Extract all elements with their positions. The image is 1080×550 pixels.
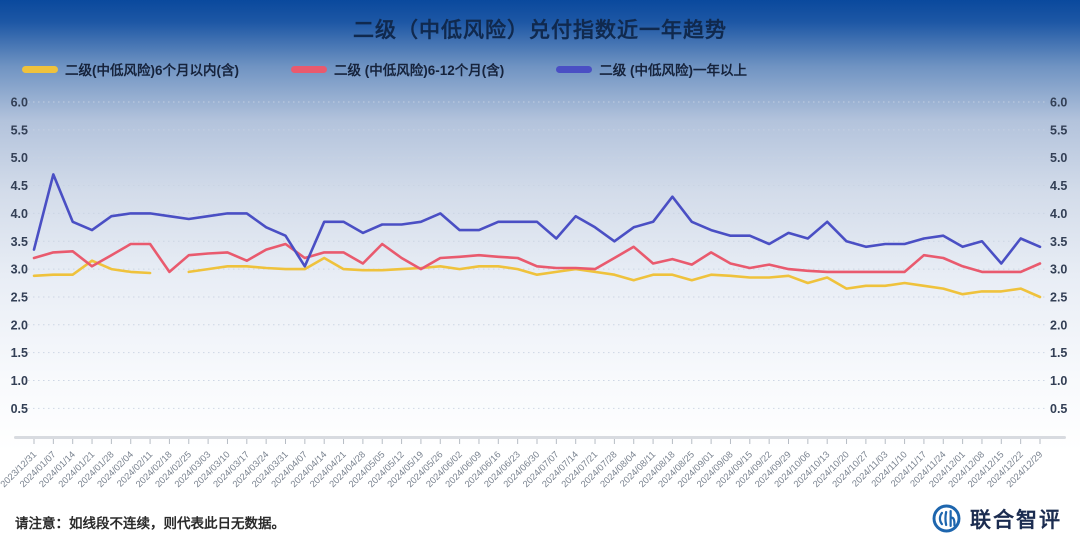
legend-swatch-1y (556, 65, 593, 73)
y-axis-tick-left: 0.5 (11, 402, 28, 416)
y-axis-tick-right: 2.0 (1050, 318, 1067, 332)
series-line (32, 242, 1042, 274)
page-title: 二级（中低风险）兑付指数近一年趋势 (353, 19, 727, 42)
series-line (32, 173, 1042, 268)
y-axis-tick-left: 2.5 (11, 290, 28, 304)
y-axis-tick-left: 1.5 (11, 346, 28, 360)
legend-item-1y[interactable]: 二级 (中低风险)一年以上 (556, 59, 747, 79)
legend-item-6m[interactable]: 二级(中低风险)6个月以内(含) (22, 59, 239, 79)
legend-swatch-6m (22, 65, 58, 73)
brand-name: 联合智评 (970, 508, 1062, 532)
x-axis-line (14, 436, 1066, 439)
y-axis-tick-left: 2.0 (11, 318, 28, 332)
y-axis-tick-right: 3.5 (1050, 235, 1067, 249)
series-line (32, 256, 1042, 299)
y-axis-tick-right: 2.5 (1050, 290, 1067, 304)
y-axis-tick-right: 6.0 (1050, 96, 1067, 110)
legend: 二级(中低风险)6个月以内(含) 二级 (中低风险)6-12个月(含) 二级 (… (22, 59, 747, 79)
y-axis-tick-left: 3.0 (11, 263, 28, 277)
y-axis-tick-right: 1.0 (1050, 374, 1067, 388)
y-axis-tick-right: 1.5 (1050, 346, 1067, 360)
y-axis-tick-right: 5.5 (1050, 123, 1067, 137)
y-axis-tick-left: 1.0 (11, 374, 28, 388)
legend-label-1y: 二级 (中低风险)一年以上 (599, 63, 748, 78)
brand-logo: 联合智评 (931, 503, 1062, 534)
y-axis-tick-left: 3.5 (11, 235, 28, 249)
y-axis-tick-left: 5.0 (11, 151, 28, 165)
y-axis-tick-left: 5.5 (11, 123, 28, 137)
y-axis-tick-right: 3.0 (1050, 263, 1067, 277)
legend-label-6m: 二级(中低风险)6个月以内(含) (65, 63, 239, 78)
y-axis-tick-right: 5.0 (1050, 151, 1067, 165)
legend-item-6-12m[interactable]: 二级 (中低风险)6-12个月(含) (291, 59, 504, 79)
y-axis-tick-right: 0.5 (1050, 402, 1067, 416)
y-axis-tick-left: 6.0 (11, 96, 28, 110)
y-axis-tick-right: 4.5 (1050, 179, 1067, 193)
y-axis-tick-right: 4.0 (1050, 207, 1067, 221)
brand-logo-icon (932, 504, 961, 533)
y-axis-tick-left: 4.5 (11, 179, 28, 193)
legend-swatch-6-12m (291, 65, 327, 73)
footer-note: 请注意：如线段不连续，则代表此日无数据。 (15, 516, 285, 531)
legend-label-6-12m: 二级 (中低风险)6-12个月(含) (334, 63, 505, 78)
line-chart: 6.0 6.0 5.5 5.5 5.0 5.0 4.5 4.5 4.0 4.0 3.5 3.5 3.0 3… (0, 96, 1067, 490)
y-axis-tick-left: 4.0 (11, 207, 28, 221)
